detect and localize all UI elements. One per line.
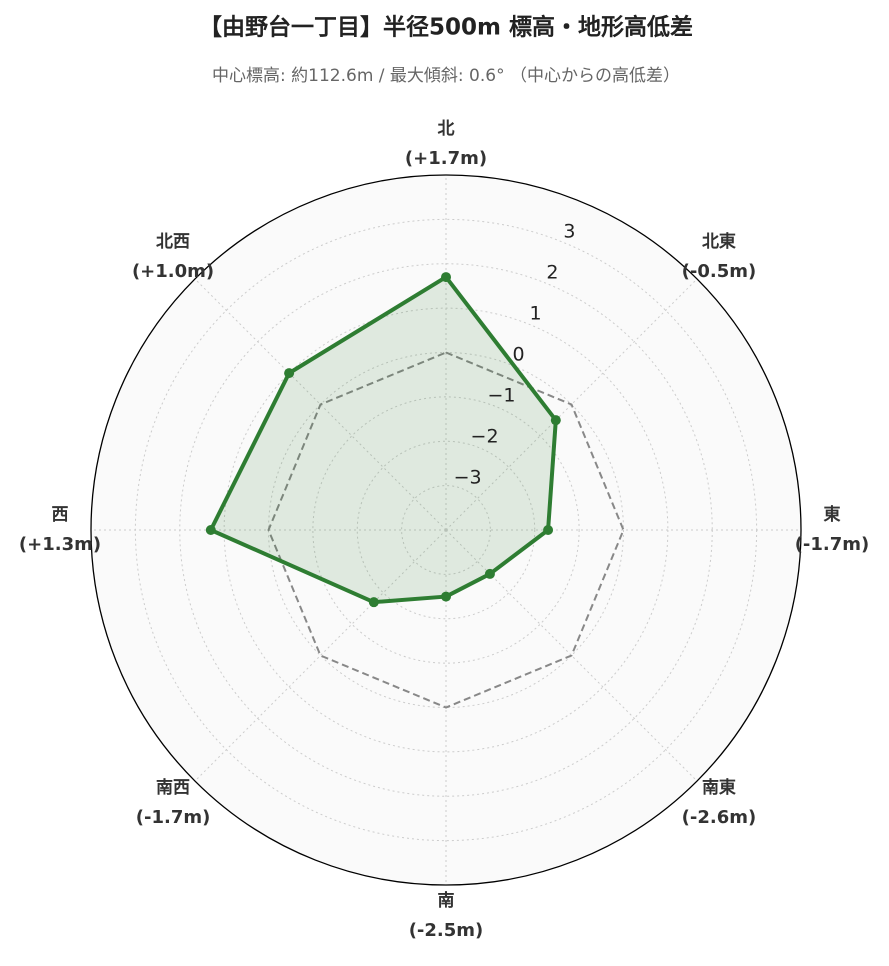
radial-tick-label: −2: [471, 425, 499, 447]
grid-spoke: [445, 529, 698, 782]
data-point: [205, 525, 216, 535]
data-point: [484, 568, 495, 579]
radial-tick-label: −3: [454, 466, 482, 488]
data-point: [284, 368, 295, 379]
data-point: [550, 415, 561, 426]
category-label: 南東: [702, 777, 736, 798]
category-label: 北: [438, 119, 455, 139]
category-label: 南西: [156, 777, 190, 798]
data-point: [368, 597, 379, 608]
category-label: 北西: [156, 232, 190, 252]
value-label: (+1.0m): [132, 261, 214, 282]
radial-tick-label: 2: [546, 261, 558, 283]
value-label: (+1.7m): [405, 148, 487, 169]
radial-tick-label: 1: [529, 302, 541, 324]
value-label: (-0.5m): [682, 261, 757, 282]
plot-border: [90, 174, 802, 886]
grid-spoke: [194, 278, 447, 531]
data-point: [441, 591, 451, 602]
value-label: (-1.7m): [136, 807, 211, 828]
value-label: (-2.6m): [682, 807, 757, 828]
reference-line: [267, 351, 625, 709]
category-label: 東: [824, 504, 841, 525]
grid-ring: [401, 485, 491, 575]
value-label: (+1.3m): [19, 534, 101, 555]
data-point: [441, 272, 451, 283]
chart-title: 【由野台一丁目】半径500m 標高・地形高低差: [199, 14, 693, 41]
value-label: (-2.5m): [409, 920, 484, 941]
value-label: (-1.7m): [795, 534, 870, 555]
chart-subtitle: 中心標高: 約112.6m / 最大傾斜: 0.6° （中心からの高低差）: [212, 66, 680, 86]
grid-ring: [356, 440, 536, 620]
radial-tick-label: 3: [563, 220, 575, 242]
grid-ring: [312, 396, 580, 664]
category-label: 西: [52, 505, 69, 525]
data-point: [543, 525, 554, 535]
grid-spoke: [445, 278, 698, 531]
grid-spoke: [194, 529, 447, 782]
category-label: 北東: [702, 231, 736, 252]
category-label: 南: [438, 890, 455, 911]
radial-tick-label: 0: [512, 343, 524, 365]
radial-tick-label: −1: [488, 384, 516, 406]
